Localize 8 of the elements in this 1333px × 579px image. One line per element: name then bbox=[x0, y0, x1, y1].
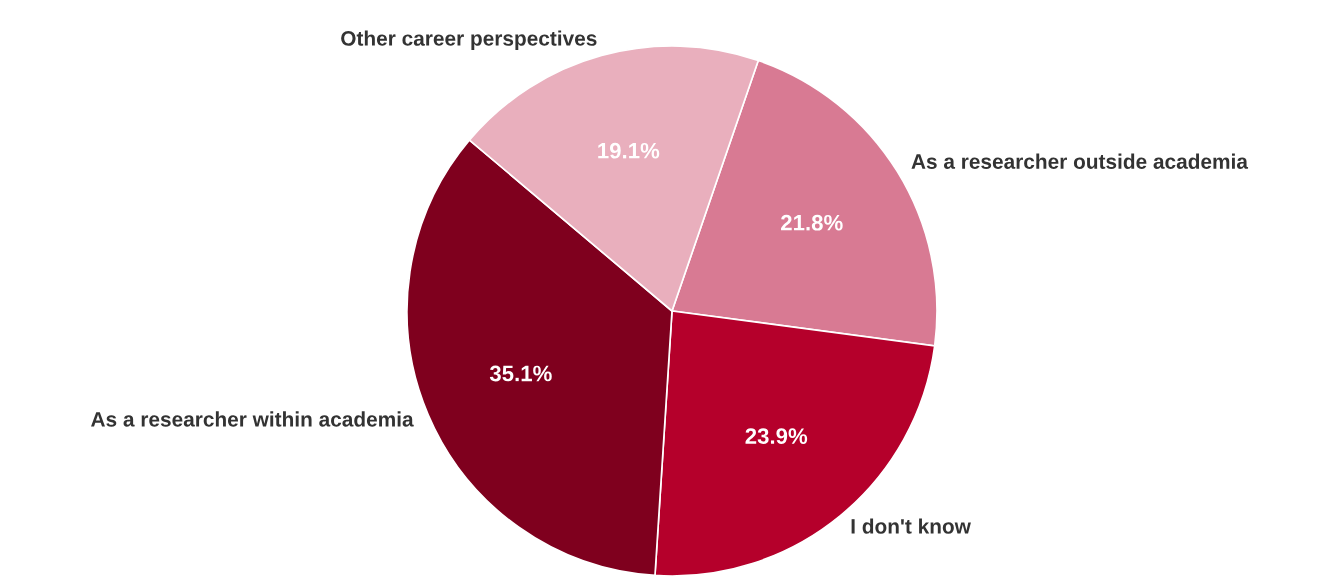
slice-label: I don't know bbox=[851, 518, 971, 534]
data-label: 21.8% bbox=[781, 214, 843, 231]
slice-label: As a researcher within academia bbox=[91, 411, 414, 427]
slice-label: As a researcher outside academia bbox=[911, 153, 1249, 169]
data-label: 35.1% bbox=[489, 365, 552, 382]
data-label: 19.1% bbox=[598, 142, 660, 159]
data-label: 23.9% bbox=[745, 428, 808, 444]
slice-label: Other career perspectives bbox=[341, 30, 597, 50]
